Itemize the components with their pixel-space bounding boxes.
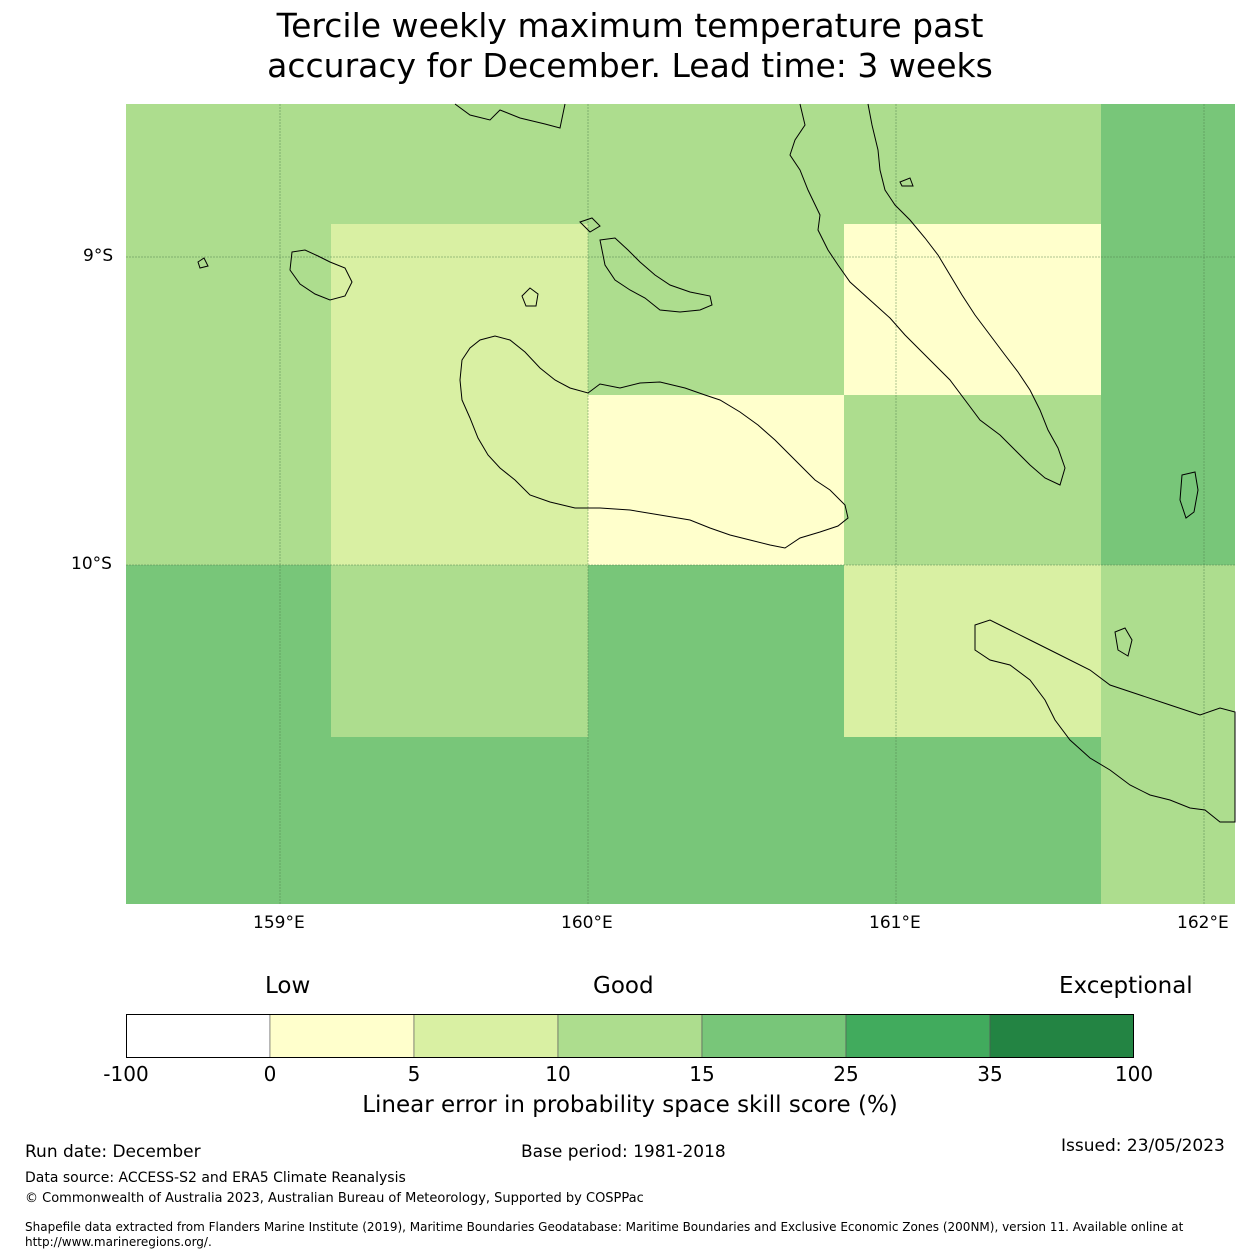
cb-tick-1: 0	[263, 1062, 277, 1086]
lon-label-161e: 161°E	[869, 913, 921, 933]
lon-label-162e: 162°E	[1177, 913, 1229, 933]
skill-grid	[126, 104, 1235, 904]
coast-ugi	[1114, 627, 1133, 657]
grid-cell-r4-c1	[331, 737, 588, 904]
chart-title: Tercile weekly maximum temperature past …	[0, 6, 1260, 86]
cb-tick-2: 5	[407, 1062, 421, 1086]
lon-label-160e: 160°E	[561, 913, 613, 933]
coast-guadalcanal	[459, 335, 849, 549]
cb-tick-6: 35	[977, 1062, 1003, 1086]
run-date: Run date: December	[25, 1142, 201, 1162]
cb-tick-3: 10	[545, 1062, 571, 1086]
base-period: Base period: 1981-2018	[521, 1142, 726, 1162]
grid-cell-r1-c4	[1101, 224, 1235, 395]
colorbar-bin-1	[269, 1014, 415, 1058]
category-exceptional: Exceptional	[1059, 973, 1193, 999]
map-panel	[126, 103, 1236, 904]
grid-cell-r2-c4	[1101, 395, 1235, 565]
coast-small-isle-1	[197, 257, 209, 269]
category-good: Good	[593, 973, 654, 999]
coast-east-isle	[1179, 471, 1199, 519]
grid-cell-r3-c4	[1101, 565, 1235, 737]
grid-cell-r0-c3	[844, 104, 1101, 224]
coast-north-isle	[454, 103, 566, 129]
data-source: Data source: ACCESS-S2 and ERA5 Climate …	[25, 1170, 406, 1186]
grid-cell-r4-c4	[1101, 737, 1235, 904]
lon-label-159e: 159°E	[253, 913, 305, 933]
copyright: © Commonwealth of Australia 2023, Austra…	[25, 1191, 644, 1206]
grid-cell-r1-c0	[126, 224, 331, 395]
grid-cell-r3-c0	[126, 565, 331, 737]
coast-small-isle-2	[521, 287, 539, 307]
grid-cell-r1-c3	[844, 224, 1101, 395]
coast-malaita	[789, 103, 1066, 486]
colorbar-bin-4	[701, 1014, 847, 1058]
shapefile-credit-line-2: http://www.marineregions.org/.	[25, 1235, 212, 1249]
grid-cell-r3-c3	[844, 565, 1101, 737]
grid-cell-r4-c0	[126, 737, 331, 904]
grid-cell-r3-c1	[331, 565, 588, 737]
title-line-2: accuracy for December. Lead time: 3 week…	[267, 46, 993, 85]
colorbar-bin-0	[126, 1014, 271, 1058]
coast-russell-islands	[289, 249, 353, 301]
colorbar-bin-2	[413, 1014, 559, 1058]
grid-cell-r4-c3	[844, 737, 1101, 904]
grid-cell-r1-c1	[331, 224, 588, 395]
grid-cell-r2-c0	[126, 395, 331, 565]
grid-cell-r1-c2	[588, 224, 844, 395]
colorbar	[126, 1014, 1134, 1058]
cb-tick-7: 100	[1114, 1062, 1154, 1086]
colorbar-bin-6	[989, 1014, 1134, 1058]
cb-tick-4: 15	[689, 1062, 715, 1086]
category-low: Low	[265, 973, 311, 999]
grid-cell-r2-c2	[588, 395, 844, 565]
grid-cell-r3-c2	[588, 565, 844, 737]
coast-florida-islands	[599, 237, 713, 313]
shapefile-credit-line-1: Shapefile data extracted from Flanders M…	[25, 1220, 1184, 1234]
coastlines	[197, 103, 1236, 823]
lat-label-9s: 9°S	[83, 246, 114, 266]
title-line-1: Tercile weekly maximum temperature past	[276, 6, 984, 45]
cb-tick-5: 25	[833, 1062, 859, 1086]
grid-cell-r4-c2	[588, 737, 844, 904]
coast-small-isle-4	[899, 177, 914, 187]
colorbar-title: Linear error in probability space skill …	[362, 1092, 898, 1118]
colorbar-bin-3	[557, 1014, 703, 1058]
grid-cell-r0-c4	[1101, 104, 1235, 224]
grid-cell-r2-c1	[331, 395, 588, 565]
issued-date: Issued: 23/05/2023	[1061, 1136, 1225, 1156]
grid-cell-r0-c2	[588, 104, 844, 224]
grid-cell-r0-c0	[126, 104, 331, 224]
coast-small-isle-3	[579, 217, 601, 233]
cb-tick-0: -100	[103, 1062, 149, 1086]
coast-makira	[974, 619, 1236, 823]
lat-label-10s: 10°S	[71, 554, 112, 574]
grid-cell-r2-c3	[844, 395, 1101, 565]
graticule	[126, 104, 1235, 904]
colorbar-bin-5	[845, 1014, 991, 1058]
grid-cell-r0-c1	[331, 104, 588, 224]
colorbar-frame	[126, 1014, 1134, 1058]
